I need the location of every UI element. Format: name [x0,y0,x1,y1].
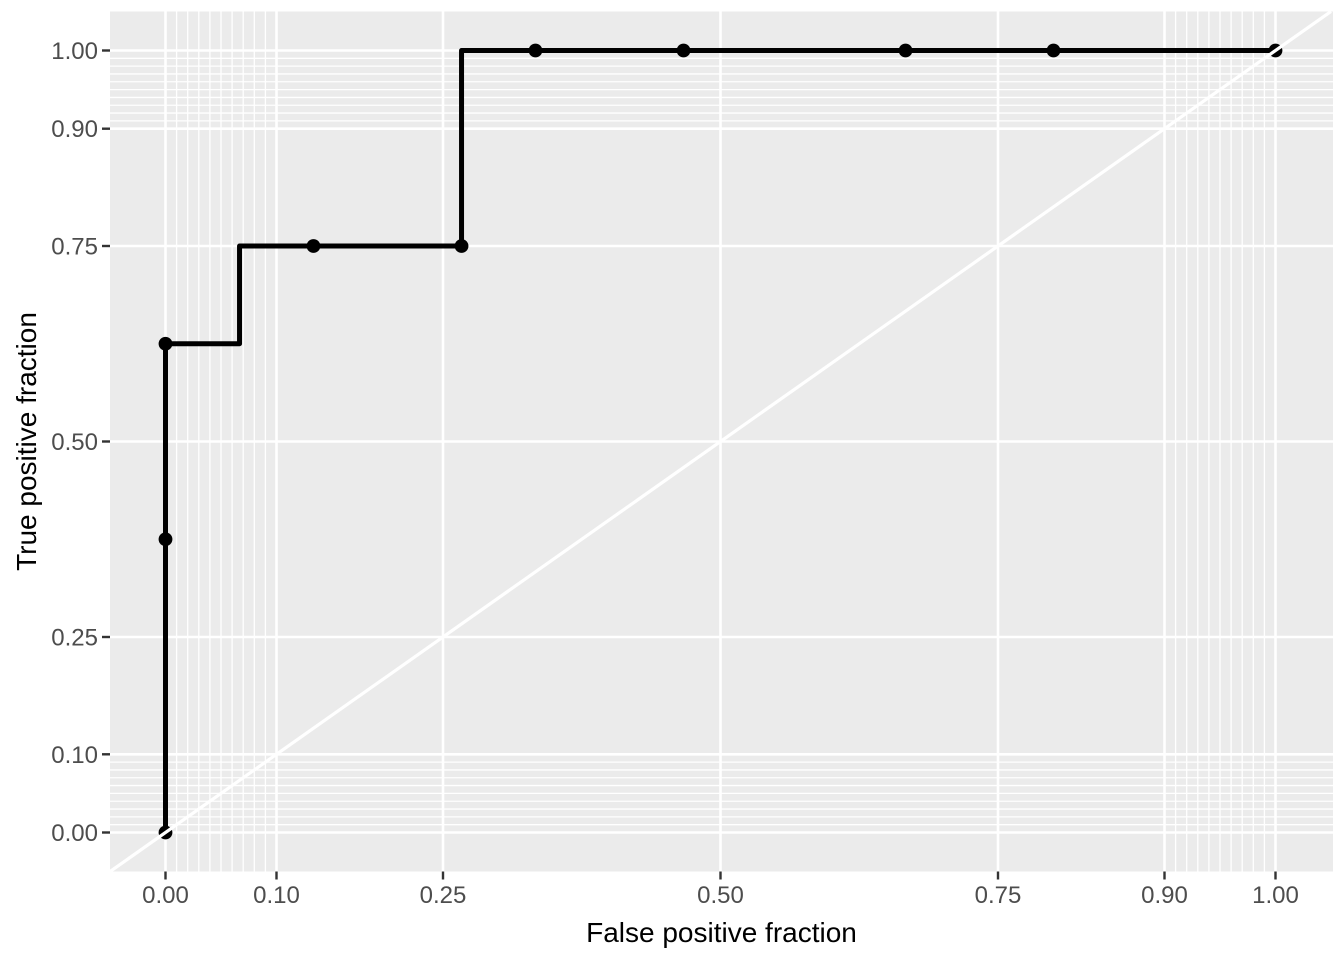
x-tick-label: 0.10 [253,882,300,909]
y-tick-label: 0.00 [51,820,98,847]
roc-cutoff-point [528,43,543,58]
x-axis-title: False positive fraction [586,917,857,948]
x-tick-label: 0.00 [142,882,189,909]
y-tick-label: 0.90 [51,116,98,143]
y-tick-label: 0.10 [51,742,98,769]
roc-cutoff-point [898,43,913,58]
y-tick-label: 0.75 [51,234,98,261]
roc-cutoff-point [454,239,469,253]
chance-diagonal [109,10,1332,873]
x-tick-label: 0.50 [697,882,744,909]
y-axis-title: True positive fraction [11,312,42,571]
y-tick-label: 0.50 [51,429,98,456]
y-tick-label: 0.25 [51,625,98,652]
x-tick-label: 1.00 [1252,882,1299,909]
x-tick-label: 0.90 [1141,882,1188,909]
roc-cutoff-point [676,43,691,58]
y-tick-label: 1.00 [51,38,98,65]
roc-cutoff-point [1046,43,1061,58]
roc-cutoff-point [158,336,173,351]
roc-cutoff-point [306,239,321,253]
x-tick-label: 0.25 [420,882,467,909]
roc-cutoff-point [158,532,173,547]
x-tick-label: 0.75 [975,882,1022,909]
